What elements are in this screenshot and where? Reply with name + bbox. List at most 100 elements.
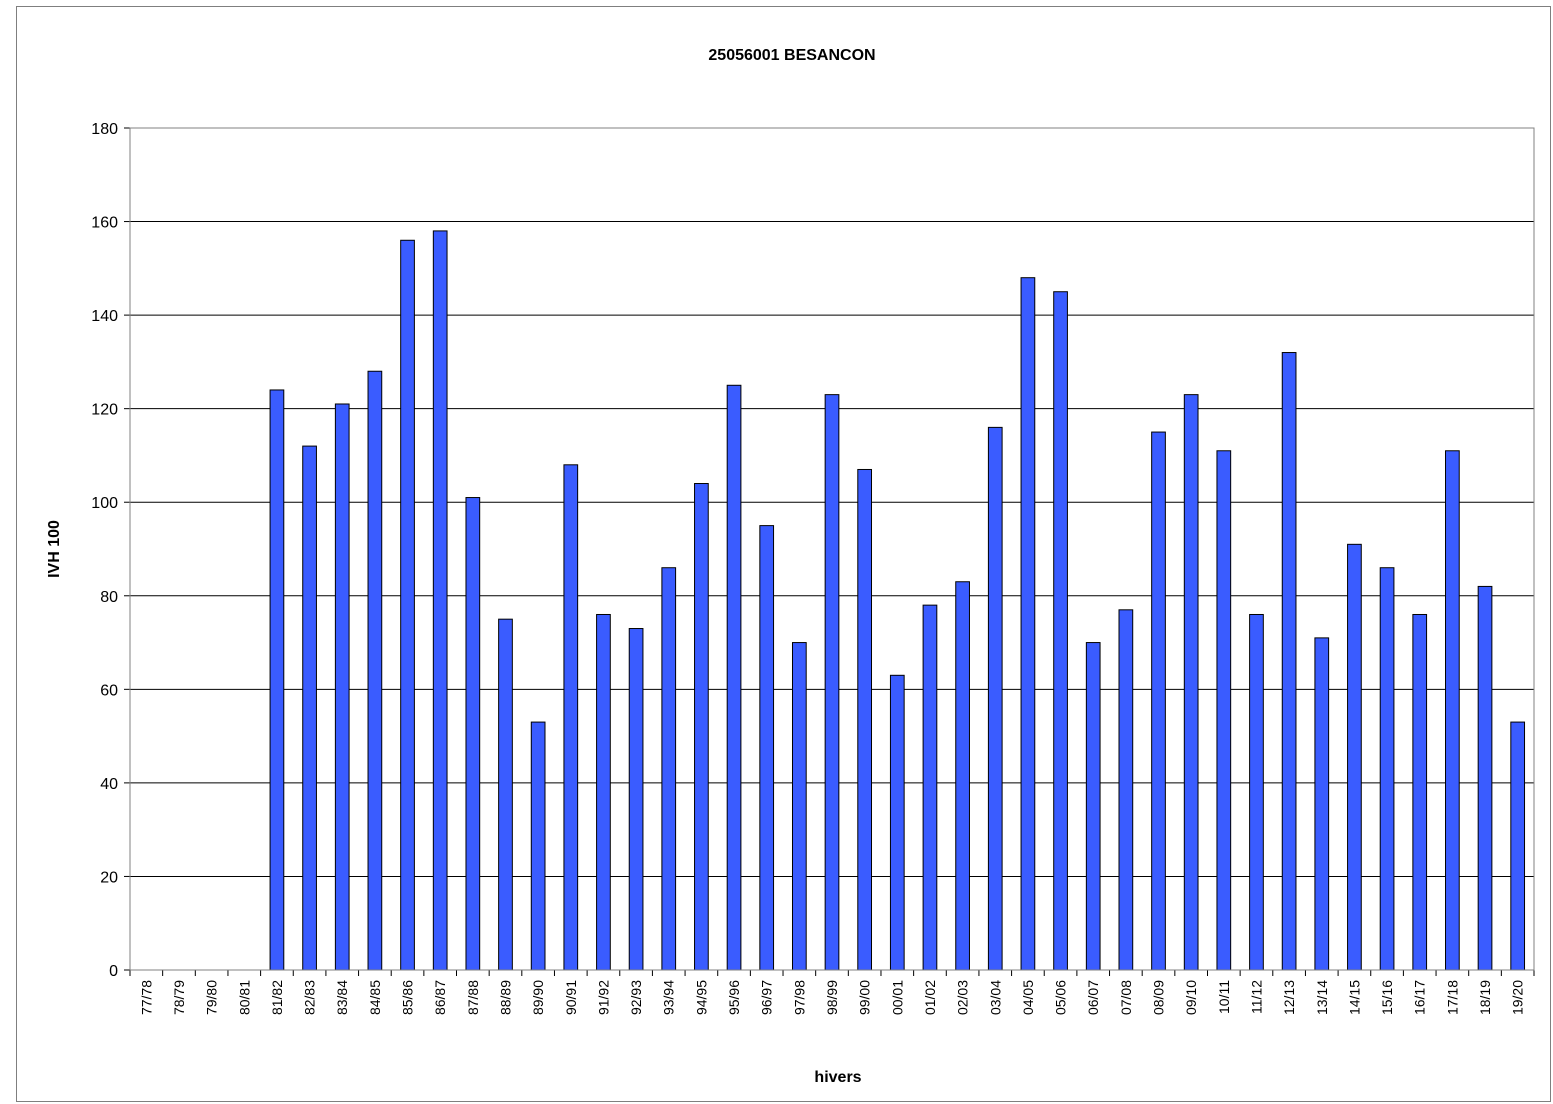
bar-87-88 [465,497,481,971]
bar-05-06 [1053,291,1068,971]
bar-13-14 [1314,637,1330,971]
chart-title: 25056001 BESANCON [708,47,875,64]
x-tick-label: 97/98 [791,980,807,1015]
bar-94-95 [694,483,709,971]
bar-82-83 [302,445,317,971]
bar-99-00 [857,468,873,971]
bar-90-91 [563,464,579,971]
x-tick-label: 08/09 [1151,980,1167,1015]
y-tick-label: 0 [109,963,118,980]
bar-95-96 [726,384,742,971]
bar-02-03 [955,581,970,971]
bar-97-98 [791,642,807,971]
bar-85-86 [400,239,415,971]
y-tick-label: 180 [91,121,118,138]
x-tick-label: 99/00 [857,980,873,1015]
bar-17-18 [1445,450,1460,971]
x-tick-label: 04/05 [1020,980,1036,1015]
bar-07-08 [1118,609,1134,971]
bars [269,230,1526,971]
bar-88-89 [498,618,513,971]
x-tick-label: 12/13 [1281,980,1297,1015]
x-tick-label: 17/18 [1444,980,1460,1015]
bar-18-19 [1477,585,1493,971]
x-tick-label: 93/94 [661,980,677,1015]
plot-area-border [129,127,1535,971]
x-tick-label: 02/03 [955,980,971,1015]
bar-89-90 [530,721,546,971]
bar-10-11 [1216,450,1232,971]
x-tick-label: 90/91 [563,980,579,1015]
x-tick-label: 94/95 [693,980,709,1015]
y-tick-label: 120 [91,402,118,419]
x-axis-title: hivers [814,1069,861,1086]
y-tick-label: 60 [100,682,118,699]
x-tick-label: 79/80 [204,980,220,1015]
x-tick-label: 86/87 [432,980,448,1015]
bar-06-07 [1085,642,1101,971]
x-tick-label: 80/81 [236,980,252,1015]
x-tick-label: 00/01 [889,980,905,1015]
x-tick-label: 85/86 [400,980,416,1015]
x-tick-label: 87/88 [465,980,481,1015]
bar-01-02 [922,604,938,971]
bar-98-99 [824,394,840,971]
y-tick-label: 160 [91,215,118,232]
x-tick-label: 09/10 [1183,980,1199,1015]
bar-04-05 [1020,277,1036,971]
y-tick-label: 80 [100,589,118,606]
x-tick-label: 88/89 [497,980,513,1015]
bar-93-94 [661,567,677,971]
x-tick-label: 15/16 [1379,980,1395,1015]
x-tick-label: 16/17 [1412,980,1428,1015]
bar-14-15 [1347,543,1362,971]
x-tick-label: 92/93 [628,980,644,1015]
bar-92-93 [628,628,644,971]
x-tick-label: 78/79 [171,980,187,1015]
x-tick-label: 95/96 [726,980,742,1015]
bar-00-01 [889,674,905,971]
x-tick-label: 14/15 [1346,980,1362,1015]
bar-09-10 [1183,394,1199,971]
bar-86-87 [432,230,448,971]
x-tick-label: 84/85 [367,980,383,1015]
bar-84-85 [367,370,383,971]
x-tick-label: 96/97 [759,980,775,1015]
x-tick-label: 01/02 [922,980,938,1015]
x-tick-label: 83/84 [334,980,350,1015]
y-tick-label: 140 [91,308,118,325]
x-tick-label: 11/12 [1248,980,1264,1014]
x-tick-label: 13/14 [1314,980,1330,1015]
bar-12-13 [1281,352,1297,971]
y-tick-label: 40 [100,776,118,793]
y-tick-label: 20 [100,869,118,886]
x-tick-label: 89/90 [530,980,546,1015]
x-axis-ticks: 77/78 78/79 79/80 80/81 81/82 82/83 83/84 84/85… [129,970,1535,1015]
y-tick-label: 100 [91,495,118,512]
x-tick-label: 05/06 [1053,980,1069,1015]
x-tick-label: 07/08 [1118,980,1134,1015]
x-tick-label: 77/78 [138,980,154,1015]
bar-19-20 [1510,721,1526,971]
y-axis-ticks: 0 20 40 60 80 100 120 140 160 180 [91,121,130,980]
x-tick-label: 81/82 [269,980,285,1015]
x-tick-label: 06/07 [1085,980,1101,1015]
bar-91-92 [596,613,611,971]
y-axis-title: IVH 100 [46,520,63,578]
x-tick-label: 19/20 [1510,980,1526,1015]
bar-08-09 [1151,431,1166,971]
x-tick-label: 03/04 [987,980,1003,1015]
x-tick-label: 82/83 [302,980,318,1015]
bar-03-04 [987,426,1003,971]
x-tick-label: 98/99 [824,980,840,1015]
x-tick-label: 10/11 [1216,980,1232,1014]
bar-16-17 [1412,613,1428,971]
x-tick-label: 91/92 [595,980,611,1015]
bar-15-16 [1379,567,1395,971]
bar-96-97 [759,525,775,971]
bar-11-12 [1249,613,1264,971]
bar-81-82 [269,389,285,971]
bar-83-84 [334,403,350,971]
x-tick-label: 18/19 [1477,980,1493,1015]
